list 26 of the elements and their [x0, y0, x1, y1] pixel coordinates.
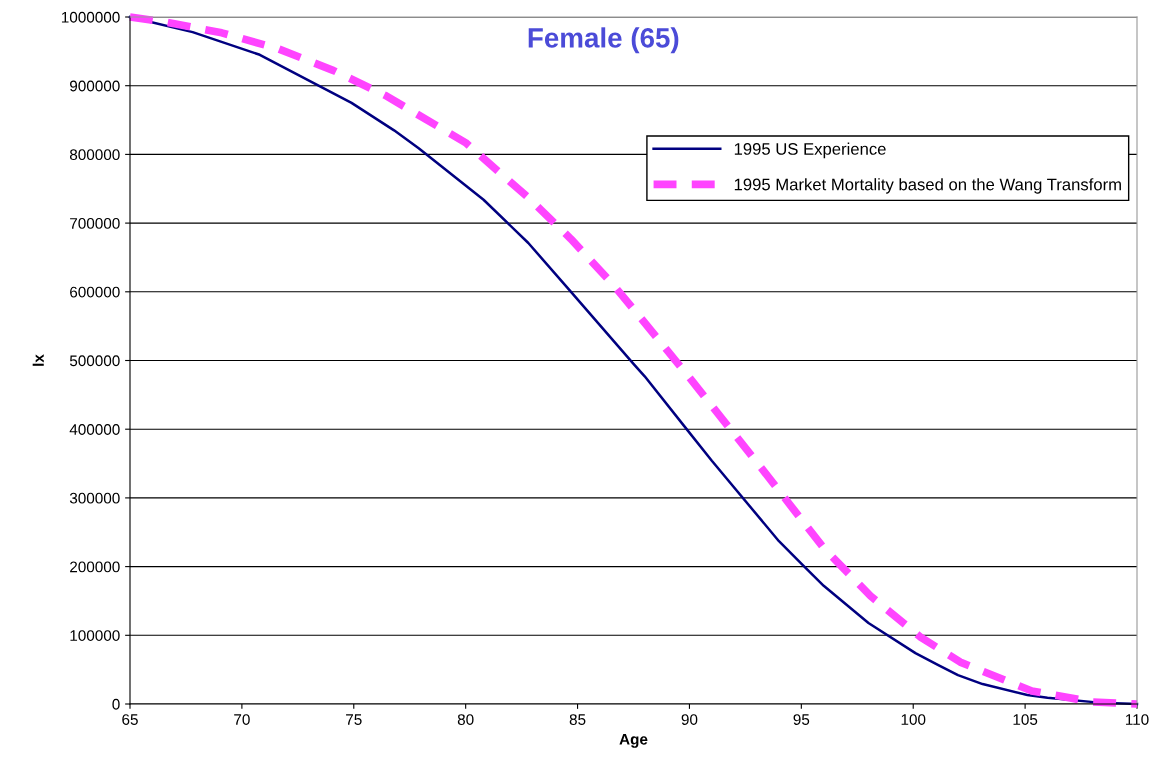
- y-tick-label: 900000: [70, 80, 120, 92]
- x-tick-label: 95: [793, 714, 810, 725]
- x-tick-label: 110: [1125, 714, 1149, 725]
- y-tick-label: 700000: [70, 217, 120, 229]
- y-tick-label: 0: [112, 698, 120, 710]
- y-tick-label: 1000000: [61, 11, 120, 23]
- legend-label: 1995 US Experience: [734, 142, 886, 159]
- x-tick-label: 65: [122, 714, 138, 725]
- y-tick-label: 100000: [70, 630, 120, 641]
- y-tick-label: 600000: [70, 286, 120, 298]
- x-tick-label: 90: [681, 714, 698, 725]
- x-tick-label: 85: [569, 714, 586, 725]
- y-tick-label: 300000: [69, 492, 120, 504]
- y-tick-label: 500000: [69, 355, 120, 367]
- x-tick-label: 105: [1013, 714, 1038, 725]
- chart-title: Female (65): [528, 27, 679, 54]
- x-tick-label: 75: [346, 714, 362, 725]
- x-tick-label: 80: [457, 714, 474, 725]
- y-tick-label: 200000: [70, 561, 120, 573]
- y-tick-label: 800000: [69, 149, 120, 161]
- legend-label: 1995 Market Mortality based on the Wang Transform: [734, 178, 1121, 194]
- x-tick-label: 70: [234, 714, 250, 725]
- x-axis-title: Age: [619, 734, 648, 748]
- x-tick-label: 100: [901, 714, 926, 725]
- y-tick-label: 400000: [69, 424, 120, 435]
- y-axis-title: lx: [32, 354, 44, 366]
